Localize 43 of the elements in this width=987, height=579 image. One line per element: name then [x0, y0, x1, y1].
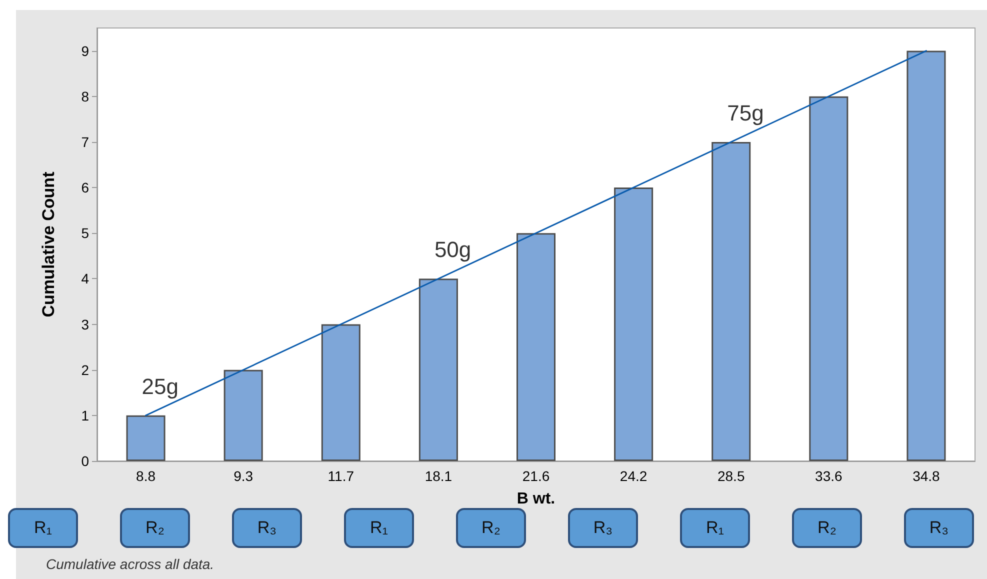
annotation: 25g [142, 374, 178, 399]
bar [809, 96, 848, 461]
text: R₃ [232, 508, 302, 548]
bar [126, 415, 166, 461]
annotation: 75g [727, 100, 764, 126]
bar [418, 278, 458, 461]
x-tick-label: 28.5 [717, 468, 745, 484]
y-tick-label: 2 [81, 362, 90, 378]
bar [321, 324, 360, 461]
y-tick-label: 6 [81, 180, 90, 196]
y-axis-title: Cumulative Count [39, 171, 58, 318]
y-tick-label: 1 [81, 407, 90, 424]
annotation: 50g [434, 237, 472, 262]
y-tick-label: 9 [81, 42, 90, 59]
bar [516, 233, 556, 461]
x-axis-title: B wt. [516, 490, 556, 508]
x-tick-label: 9.3 [234, 468, 254, 484]
x-tick-label: 8.8 [136, 468, 156, 484]
x-tick-label: 18.1 [424, 468, 452, 484]
bar [906, 50, 946, 461]
bar [712, 142, 751, 461]
text: R₂ [456, 508, 526, 548]
x-tick-label: 33.6 [815, 468, 843, 484]
x-tick-label: 21.6 [522, 468, 550, 484]
text: R₂ [792, 508, 862, 548]
x-tick-label: 11.7 [328, 468, 354, 484]
text: R₁ [344, 508, 414, 548]
x-tick-label: 34.8 [912, 468, 940, 484]
y-tick-label: 4 [81, 270, 90, 287]
y-tick-label: 7 [81, 134, 90, 150]
y-tick-label: 5 [81, 225, 90, 242]
text: R₃ [904, 508, 974, 548]
y-tick-label: 0 [81, 453, 90, 469]
y-tick-label: 3 [81, 316, 90, 332]
text: R₁ [8, 508, 78, 548]
bar [614, 188, 654, 461]
text: R₂ [120, 508, 190, 548]
y-tick-label: 8 [81, 88, 90, 104]
bar [224, 370, 263, 461]
x-tick-label: 24.2 [620, 468, 648, 484]
text: R₃ [568, 508, 638, 548]
text: R₁ [680, 508, 750, 548]
text: Cumulative across all data. [46, 556, 214, 572]
